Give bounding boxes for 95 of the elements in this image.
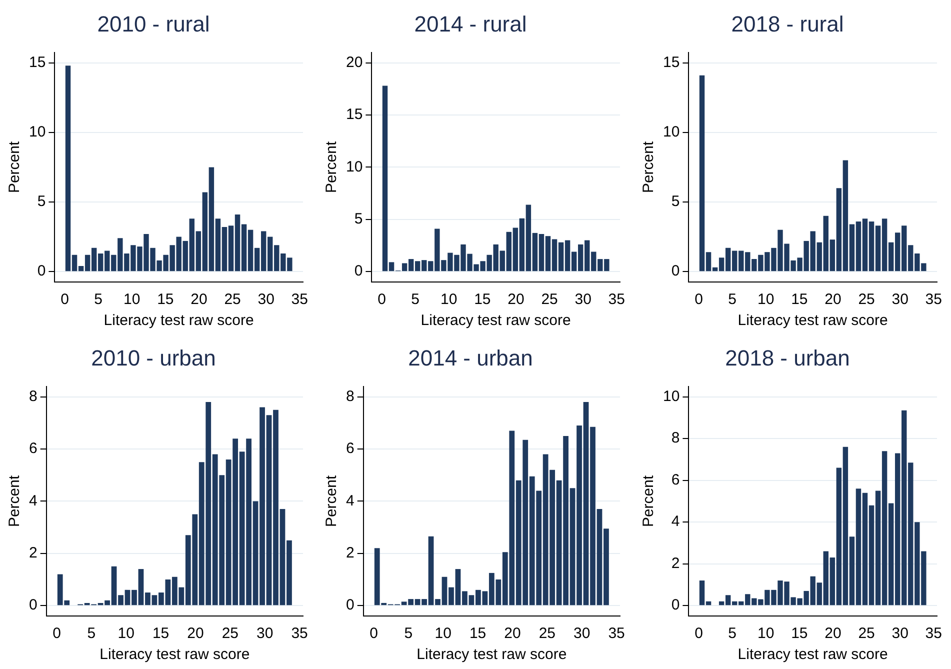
x-tick-label: 30 — [892, 625, 908, 642]
x-tick-label: 25 — [224, 291, 241, 308]
chart-title: 2014 - rural — [414, 11, 527, 36]
x-tick-label: 25 — [222, 625, 239, 642]
x-axis-title: Literacy test raw score — [738, 646, 888, 664]
y-tick-label: 0 — [29, 596, 38, 614]
x-axis-title: Literacy test raw score — [100, 646, 250, 664]
y-tick-label: 5 — [37, 193, 46, 210]
x-tick-label: 5 — [404, 625, 413, 642]
x-tick-label: 0 — [378, 291, 386, 308]
y-axis-title: Percent — [640, 474, 658, 528]
x-tick-label: 25 — [541, 291, 558, 308]
chart-title: 2010 - rural — [97, 11, 210, 36]
y-tick-label: 20 — [346, 54, 363, 71]
x-axis-title: Literacy test raw score — [420, 312, 571, 330]
x-axis-title: Literacy test raw score — [738, 312, 888, 330]
x-tick-label: 10 — [440, 291, 458, 308]
y-tick-label: 6 — [671, 471, 680, 488]
x-tick-label: 15 — [791, 291, 808, 308]
y-tick-label: 15 — [346, 106, 363, 124]
y-tick-label: 15 — [28, 54, 46, 71]
chart-title: 2018 - rural — [731, 11, 844, 36]
x-tick-label: 5 — [728, 291, 736, 308]
x-tick-label: 20 — [824, 291, 842, 308]
x-tick-label: 25 — [538, 625, 556, 642]
x-tick-label: 20 — [824, 625, 842, 642]
y-tick-label: 0 — [671, 596, 680, 614]
chart-title: 2018 - urban — [725, 345, 850, 370]
x-tick-label: 10 — [118, 625, 134, 642]
x-tick-label: 15 — [469, 625, 486, 642]
y-tick-label: 2 — [29, 544, 38, 562]
x-tick-label: 30 — [256, 625, 274, 642]
x-tick-label: 30 — [258, 291, 274, 308]
chart-title: 2010 - urban — [91, 345, 216, 370]
y-tick-label: 2 — [671, 554, 680, 572]
x-tick-label: 10 — [434, 625, 452, 642]
y-axis-title: Percent — [6, 140, 24, 194]
x-tick-label: 35 — [608, 291, 625, 308]
y-tick-label: 8 — [671, 430, 680, 447]
y-tick-label: 4 — [671, 513, 680, 530]
y-tick-label: 15 — [662, 54, 680, 71]
x-tick-label: 35 — [291, 625, 308, 642]
y-tick-label: 4 — [29, 492, 38, 510]
x-tick-label: 10 — [758, 625, 774, 642]
x-tick-label: 20 — [187, 625, 204, 642]
x-tick-label: 15 — [474, 291, 491, 308]
x-tick-label: 20 — [504, 625, 521, 642]
y-tick-label: 5 — [671, 193, 680, 210]
x-tick-label: 30 — [892, 291, 908, 308]
x-tick-label: 30 — [574, 291, 592, 308]
y-tick-label: 5 — [354, 210, 363, 228]
x-tick-label: 0 — [694, 291, 703, 308]
x-tick-label: 10 — [758, 291, 774, 308]
x-tick-label: 10 — [124, 291, 140, 308]
y-tick-label: 8 — [346, 388, 354, 405]
x-tick-label: 15 — [152, 625, 170, 642]
x-tick-label: 35 — [925, 291, 942, 308]
y-axis-title: Percent — [6, 474, 24, 528]
x-tick-label: 35 — [608, 625, 625, 642]
x-tick-label: 25 — [858, 291, 875, 308]
y-tick-label: 10 — [346, 158, 363, 176]
y-tick-label: 10 — [662, 388, 680, 405]
y-axis-title: Percent — [323, 140, 340, 194]
x-tick-label: 5 — [411, 291, 420, 308]
y-tick-label: 0 — [37, 262, 46, 280]
y-tick-label: 4 — [346, 492, 354, 510]
x-tick-label: 5 — [728, 625, 736, 642]
y-tick-label: 10 — [662, 124, 680, 141]
x-tick-label: 20 — [190, 291, 208, 308]
x-tick-label: 35 — [291, 291, 308, 308]
x-tick-label: 0 — [370, 625, 378, 642]
x-axis-title: Literacy test raw score — [416, 646, 567, 664]
y-tick-label: 2 — [346, 544, 354, 562]
x-tick-label: 35 — [925, 625, 942, 642]
y-axis-title: Percent — [640, 140, 658, 194]
y-tick-label: 6 — [29, 440, 38, 458]
y-tick-label: 0 — [346, 596, 354, 614]
x-tick-label: 0 — [60, 291, 69, 308]
x-tick-label: 0 — [52, 625, 61, 642]
y-tick-label: 10 — [28, 124, 46, 141]
x-tick-label: 5 — [87, 625, 96, 642]
y-axis-title: Percent — [323, 474, 340, 528]
chart-title: 2014 - urban — [408, 345, 533, 370]
x-tick-label: 5 — [94, 291, 102, 308]
y-tick-label: 8 — [29, 388, 38, 405]
y-tick-label: 0 — [354, 262, 363, 280]
x-tick-label: 15 — [791, 625, 808, 642]
x-tick-label: 30 — [574, 625, 590, 642]
x-axis-title: Literacy test raw score — [104, 312, 254, 330]
y-tick-label: 6 — [346, 440, 354, 458]
y-tick-label: 0 — [671, 262, 680, 280]
x-tick-label: 0 — [694, 625, 703, 642]
x-tick-label: 20 — [508, 291, 524, 308]
x-tick-label: 25 — [858, 625, 875, 642]
x-tick-label: 15 — [157, 291, 174, 308]
